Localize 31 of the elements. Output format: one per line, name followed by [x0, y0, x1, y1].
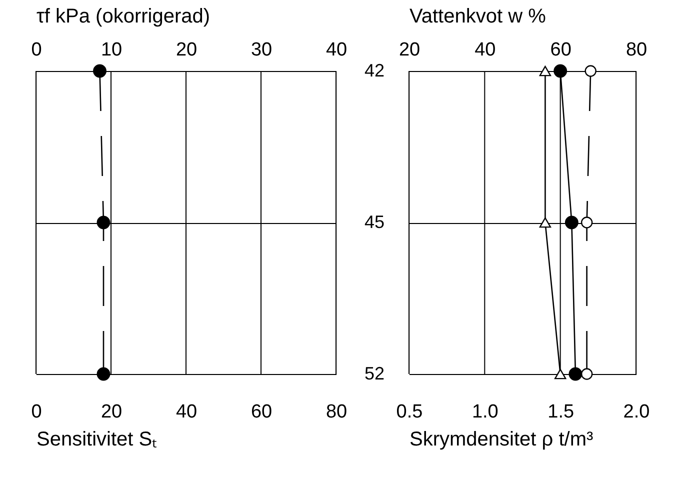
x2-tick-label: 60	[550, 40, 572, 60]
x-tick-label: 60	[250, 402, 272, 422]
x-tick-label: 1.0	[472, 402, 498, 422]
point	[554, 64, 568, 78]
x2-tick-label: 0	[31, 40, 42, 60]
x2-tick-label: 40	[326, 40, 348, 60]
x2-tick-label: 10	[100, 40, 122, 60]
x2-tick-label: 20	[398, 40, 420, 60]
x2-tick-label: 20	[176, 40, 198, 60]
x-axis-title: Sensitivitet Sₜ	[36, 428, 158, 450]
x-tick-label: 2.0	[623, 402, 650, 422]
point	[580, 216, 593, 228]
y-tick-label: 52	[364, 364, 385, 384]
y-tick-label: 42	[364, 60, 385, 80]
point	[584, 65, 596, 77]
x-axis-title: Skrymdensitet ρ t/m³	[410, 428, 594, 450]
x2-tick-label: 30	[250, 40, 272, 60]
x2-axis-title: τf kPa (okorrigerad)	[36, 6, 210, 28]
y-tick-label: 45	[364, 212, 385, 232]
x2-axis-title: Vattenkvot w %	[410, 6, 546, 28]
x2-tick-label: 40	[474, 40, 496, 60]
x-tick-label: 1.5	[548, 402, 574, 422]
point	[568, 367, 582, 381]
x-tick-label: 0.5	[396, 402, 423, 422]
x-tick-label: 40	[176, 402, 198, 422]
x-tick-label: 80	[326, 402, 348, 422]
x-tick-label: 20	[100, 402, 122, 422]
point	[564, 216, 578, 230]
x-tick-label: 0	[31, 402, 42, 422]
point	[580, 368, 593, 380]
x2-tick-label: 80	[626, 40, 648, 60]
